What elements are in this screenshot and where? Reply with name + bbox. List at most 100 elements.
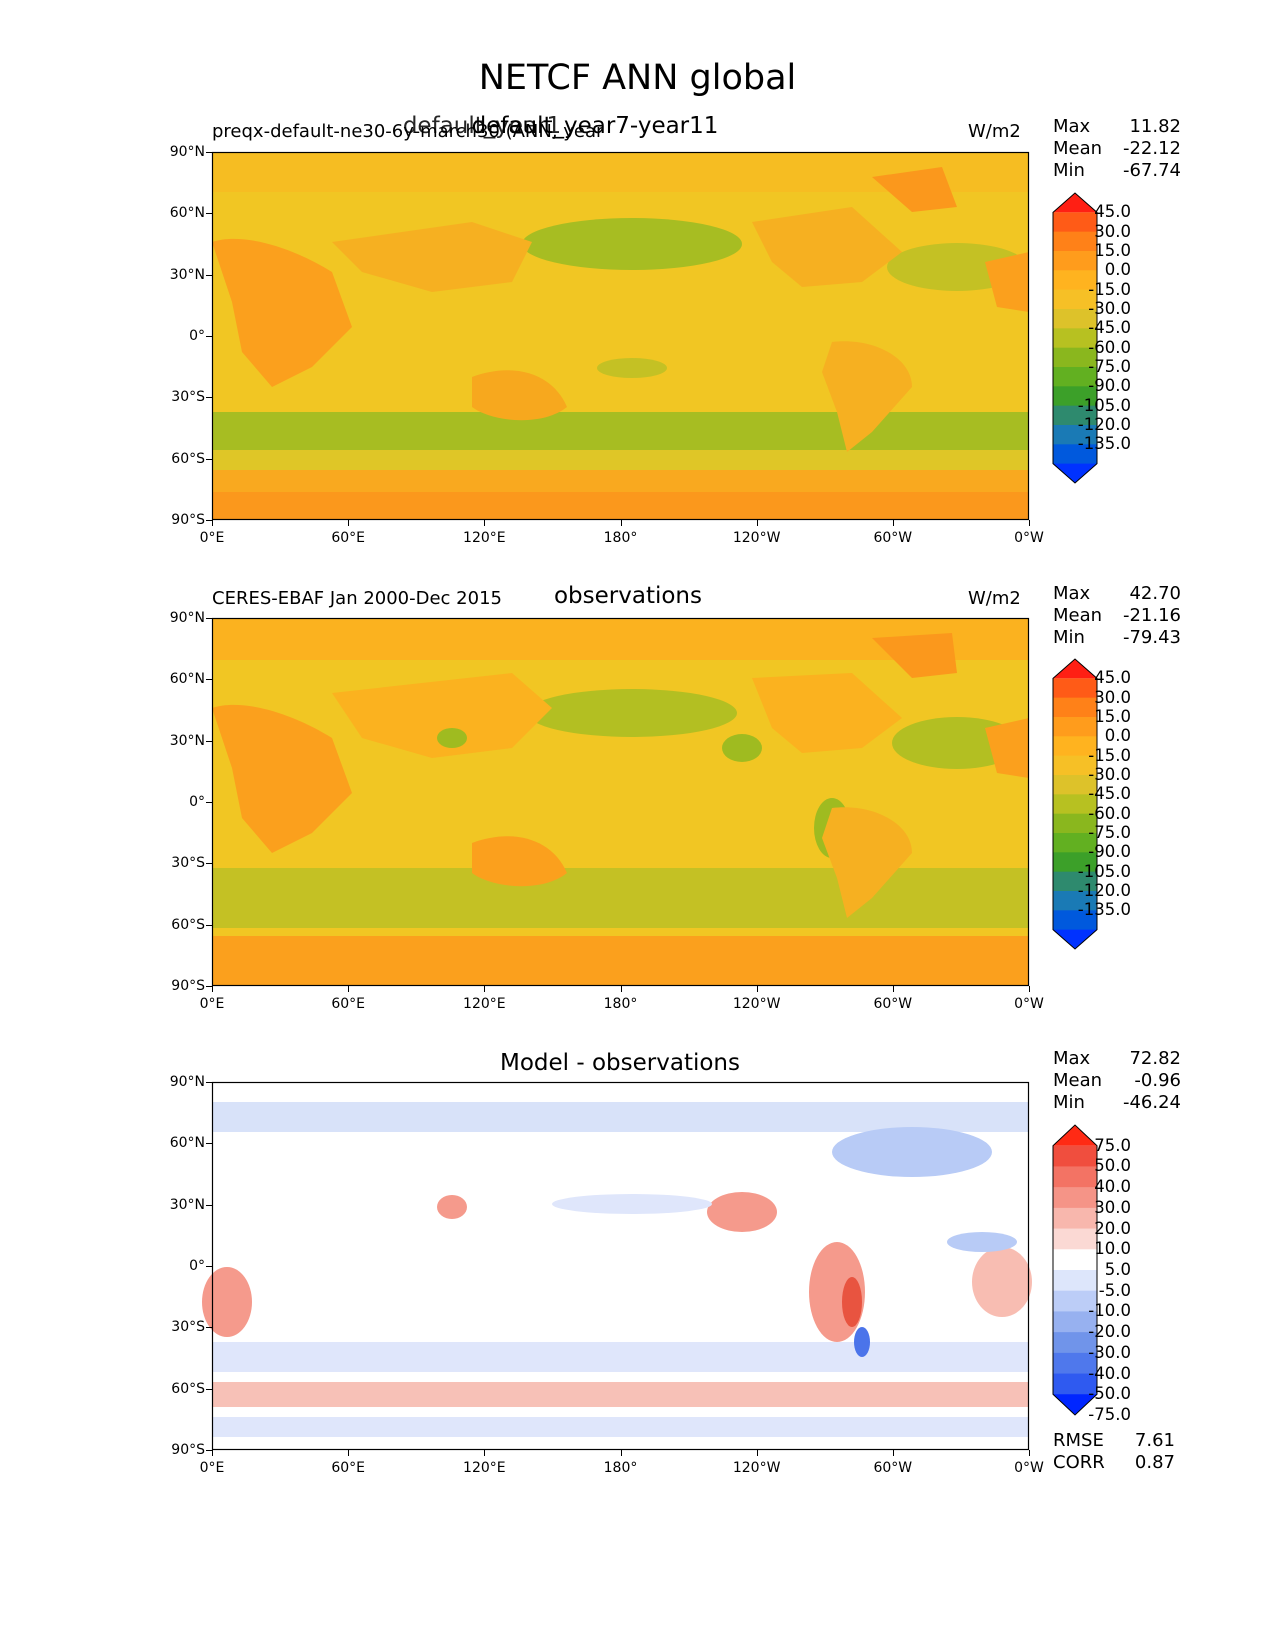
panel-1-title: default_year7-year11	[471, 113, 719, 139]
panel-2-ref-label: CERES-EBAF Jan 2000-Dec 2015	[212, 588, 502, 609]
colorbar-segment	[1053, 1352, 1097, 1375]
panel-1-colorbar-label: -135.0	[1077, 434, 1131, 454]
colorbar-segment	[1053, 347, 1097, 368]
panel-2-north-america-land	[752, 673, 902, 753]
panel-2-lon-tick-mark	[212, 986, 213, 992]
panel-1-africa-land	[212, 238, 352, 387]
panel-3-map	[202, 1081, 1032, 1451]
stat-value: -79.43	[1122, 627, 1181, 648]
panel-2-lat-tick: 0°	[189, 794, 205, 810]
stat-key: Max	[1053, 583, 1091, 604]
panel-3-lon-tick: 120°W	[732, 1460, 781, 1476]
panel-2-lon-tick: 120°E	[463, 996, 506, 1012]
panel-2-lat-tick-mark	[206, 986, 212, 987]
panel-3-china-positive	[437, 1195, 467, 1219]
panel-1-lat-tick: 30°N	[169, 266, 205, 283]
panel-1-lat-tick: 90°S	[171, 512, 205, 528]
stat-key: Mean	[1053, 1070, 1103, 1091]
panel-2-east-africa-edge	[985, 718, 1029, 778]
panel-3-lat-tick: 90°N	[169, 1074, 205, 1090]
panel-1-colorbar-label: -90.0	[1088, 376, 1131, 396]
panel-2-greenland-land	[872, 633, 957, 678]
panel-2-lat-tick-mark	[206, 863, 212, 865]
panel-1-lon-tick-mark	[1029, 520, 1030, 526]
figure-title: NETCF ANN global	[478, 58, 797, 98]
panel-1-lat-tick-mark	[206, 213, 212, 215]
panel-3-lat-tick: 0°	[189, 1258, 205, 1274]
panel-3-lat-tick-mark	[206, 1450, 212, 1451]
panel-1-north-pacific-clouds	[522, 218, 742, 270]
panel-1-lon-tick-mark	[892, 520, 894, 526]
panel-3-lat-tick-mark	[206, 1327, 212, 1329]
stat-key: Mean	[1053, 138, 1103, 159]
panel-3-stat-corr: CORR 0.87	[1053, 1452, 1175, 1474]
panel-2-stat-min: Min -79.43	[1053, 627, 1181, 649]
panel-3-title: Model - observations	[500, 1050, 740, 1076]
colorbar-segment	[1053, 891, 1097, 911]
panel-2-antarctica	[212, 936, 1029, 986]
stat-key: Min	[1053, 627, 1085, 648]
stat-value: -21.16	[1122, 605, 1181, 626]
panel-2-colorbar-label: -135.0	[1077, 900, 1131, 920]
panel-3-lon-tick: 120°E	[463, 1460, 506, 1476]
panel-1-lat-tick-mark	[206, 274, 212, 276]
colorbar-segment	[1053, 212, 1097, 233]
colorbar-segment	[1053, 1145, 1097, 1167]
panel-3-lon-tick: 180°	[603, 1460, 638, 1476]
panel-1-test-label: preqx-default-ne30-6y-march30 (ANN, year	[212, 121, 604, 142]
panel-1-lon-tick: 0°E	[199, 530, 225, 546]
panel-3-colorbar-label: -10.0	[1088, 1301, 1131, 1321]
colorbar-segment	[1053, 289, 1097, 310]
panel-3-lat-tick: 60°N	[169, 1135, 205, 1152]
panel-2-lon-tick-mark	[484, 986, 486, 992]
panel-2-north-pacific-clouds	[527, 689, 737, 737]
panel-2-colorbar-label: -75.0	[1088, 823, 1131, 842]
colorbar-segment	[1053, 910, 1097, 931]
panel-2-map	[211, 617, 1030, 987]
colorbar-segment	[1053, 1166, 1097, 1188]
panel-1-lat-tick-mark	[206, 520, 212, 521]
panel-1-lon-tick-mark	[620, 520, 622, 526]
panel-2-lat-tick-mark	[206, 740, 212, 742]
panel-2-colorbar-label: 15.0	[1094, 707, 1131, 726]
panel-1-colorbar-label: -75.0	[1088, 357, 1131, 376]
colorbar-segment	[1053, 1332, 1097, 1354]
panel-2-southern-ocean-band	[212, 868, 1029, 928]
stat-value: 11.82	[1129, 116, 1181, 137]
colorbar-outline	[1052, 1124, 1098, 1416]
panel-3-arctic-negative	[212, 1102, 1029, 1132]
panel-1-stat-mean: Mean -22.12	[1053, 138, 1181, 160]
panel-2-lat-tick-mark	[206, 924, 212, 926]
panel-3-lat-tick: 30°S	[171, 1319, 205, 1336]
panel-3-stat-mean: Mean -0.96	[1053, 1070, 1181, 1092]
panel-1-colorbar-label: 45.0	[1094, 202, 1131, 222]
colorbar-segment	[1053, 425, 1097, 445]
panel-1-units: W/m2	[968, 121, 1021, 142]
panel-1-lat-tick-mark	[206, 397, 212, 399]
colorbar-segment	[1053, 659, 1097, 679]
colorbar-segment	[1053, 1373, 1097, 1395]
panel-2-lat-tick-mark	[206, 802, 212, 803]
panel-3-colorbar-label: 50.0	[1094, 1156, 1131, 1176]
panel-3-lon-tick-mark	[484, 1450, 486, 1456]
panel-1-antarctica-interior	[212, 492, 1029, 520]
colorbar-segment	[1053, 463, 1097, 483]
panel-1-lon-tick-mark	[484, 520, 486, 526]
panel-1-lat-tick: 60°S	[171, 450, 205, 467]
panel-1-east-africa-edge	[985, 252, 1029, 312]
colorbar-segment	[1053, 833, 1097, 853]
panel-2-lon-tick-mark	[348, 986, 350, 992]
colorbar-segment	[1053, 444, 1097, 465]
panel-1-lon-tick-mark	[756, 520, 758, 526]
panel-2-colorbar-label: 30.0	[1094, 687, 1131, 707]
panel-1-lat-tick: 90°N	[169, 144, 205, 160]
panel-2-lat-tick: 90°S	[171, 978, 205, 994]
panel-3-colorbar-label: 5.0	[1104, 1260, 1131, 1279]
panel-1-colorbar-label: -120.0	[1077, 415, 1131, 434]
stat-key: RMSE	[1053, 1430, 1104, 1451]
stat-value: 42.70	[1129, 583, 1181, 604]
panel-3-namibia-positive	[202, 1267, 252, 1337]
panel-3-colorbar-label: 10.0	[1094, 1239, 1131, 1259]
panel-1-map	[211, 151, 1030, 521]
panel-1-lon-tick: 0°W	[1014, 530, 1044, 546]
